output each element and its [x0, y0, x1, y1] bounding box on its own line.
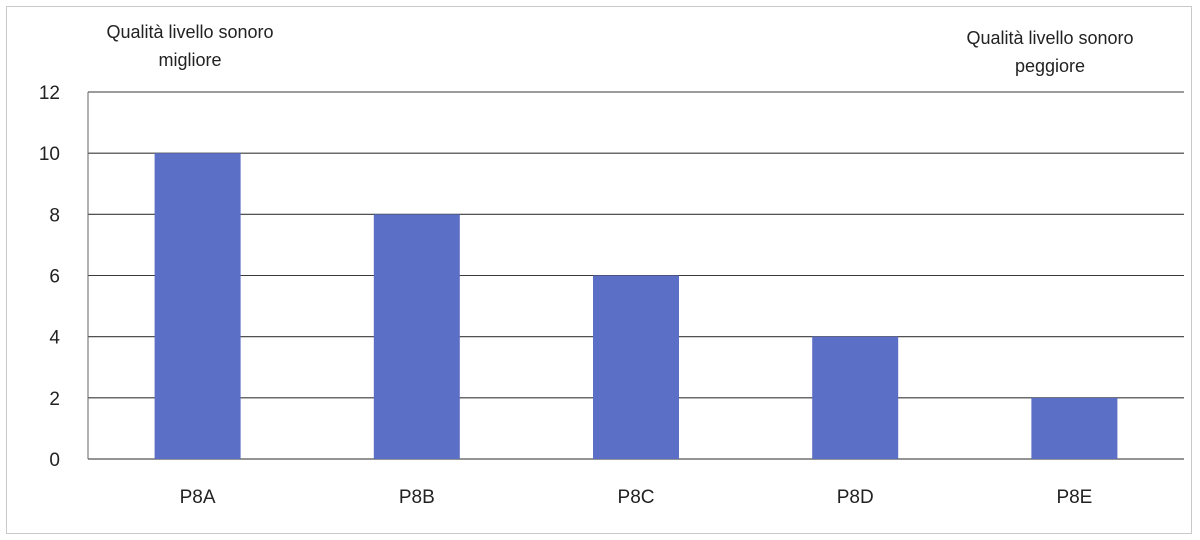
- x-tick-label: P8D: [837, 487, 874, 508]
- y-tick-label: 0: [49, 450, 60, 471]
- y-tick-label: 10: [39, 144, 60, 165]
- y-tick-label: 4: [49, 328, 60, 349]
- chart-frame: [6, 6, 1192, 534]
- y-axis-ticks: 0 2 4 6 8 10 12: [39, 83, 61, 471]
- bar-p8c: [593, 275, 679, 459]
- annotation-best-quality: Qualità livello sonoro migliore: [60, 18, 320, 74]
- bar-p8e: [1031, 397, 1118, 459]
- bar-p8d: [812, 336, 899, 459]
- annotation-best-line-2: migliore: [158, 50, 222, 70]
- bar-p8a: [154, 153, 241, 459]
- annotation-worst-quality: Qualità livello sonoro peggiore: [920, 24, 1180, 80]
- annotation-best-line-1: Qualità livello sonoro: [106, 22, 274, 42]
- x-tick-label: P8E: [1056, 487, 1092, 508]
- annotation-worst-line-2: peggiore: [1014, 56, 1086, 76]
- bars: [154, 153, 1118, 459]
- x-tick-label: P8B: [399, 487, 435, 508]
- x-tick-label: P8A: [180, 487, 216, 508]
- x-axis-ticks: P8A P8B P8C P8D P8E: [180, 487, 1093, 508]
- y-tick-label: 12: [39, 83, 60, 104]
- y-tick-label: 8: [49, 205, 60, 226]
- bar-p8b: [373, 214, 460, 459]
- x-tick-label: P8C: [618, 487, 655, 508]
- annotation-worst-line-1: Qualità livello sonoro: [966, 28, 1134, 48]
- y-tick-label: 2: [49, 389, 60, 410]
- y-tick-label: 6: [49, 267, 60, 288]
